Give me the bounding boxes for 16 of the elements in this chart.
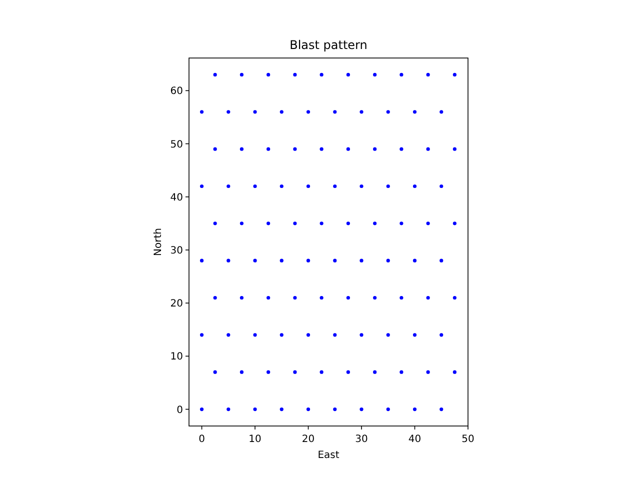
y-tick-label: 40 bbox=[170, 192, 183, 204]
x-tick-label: 40 bbox=[408, 434, 422, 445]
y-tick-label: 30 bbox=[170, 245, 183, 256]
x-axis-title: East bbox=[318, 450, 340, 461]
y-tick-label: 50 bbox=[170, 139, 183, 150]
x-tick-label: 20 bbox=[302, 434, 315, 445]
x-tick-label: 0 bbox=[198, 434, 205, 445]
y-tick-label: 10 bbox=[170, 352, 183, 363]
y-tick-label: 60 bbox=[170, 86, 183, 98]
x-tick-label: 30 bbox=[355, 434, 368, 445]
chart-title: Blast pattern bbox=[290, 38, 368, 52]
x-tick-label: 10 bbox=[248, 434, 262, 445]
y-axis-title: North bbox=[153, 228, 164, 256]
x-tick-label: 50 bbox=[462, 434, 474, 445]
y-tick-label: 0 bbox=[176, 404, 183, 416]
y-tick-label: 20 bbox=[170, 298, 183, 310]
